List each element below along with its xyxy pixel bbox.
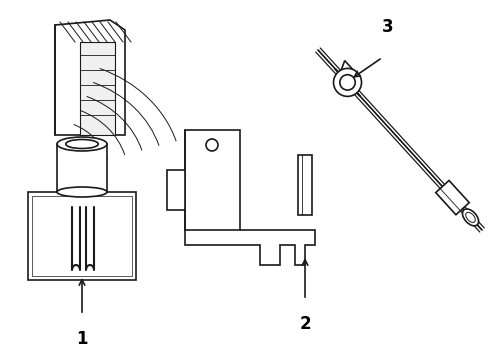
Bar: [57, 144, 107, 192]
Polygon shape: [80, 42, 115, 135]
Bar: [28, 192, 136, 280]
Text: 1: 1: [76, 330, 88, 348]
Ellipse shape: [463, 209, 479, 226]
Bar: [298, 155, 312, 215]
Text: 2: 2: [299, 315, 311, 333]
Text: 3: 3: [382, 18, 393, 36]
Bar: [185, 130, 240, 230]
Polygon shape: [55, 20, 125, 135]
Ellipse shape: [57, 137, 107, 151]
Circle shape: [340, 75, 355, 90]
Circle shape: [206, 139, 218, 151]
Ellipse shape: [57, 187, 107, 197]
Ellipse shape: [466, 212, 475, 222]
Ellipse shape: [66, 139, 98, 148]
Bar: [167, 170, 185, 210]
Polygon shape: [436, 180, 469, 215]
Circle shape: [334, 68, 362, 96]
Polygon shape: [335, 60, 357, 87]
Bar: [32, 196, 132, 276]
